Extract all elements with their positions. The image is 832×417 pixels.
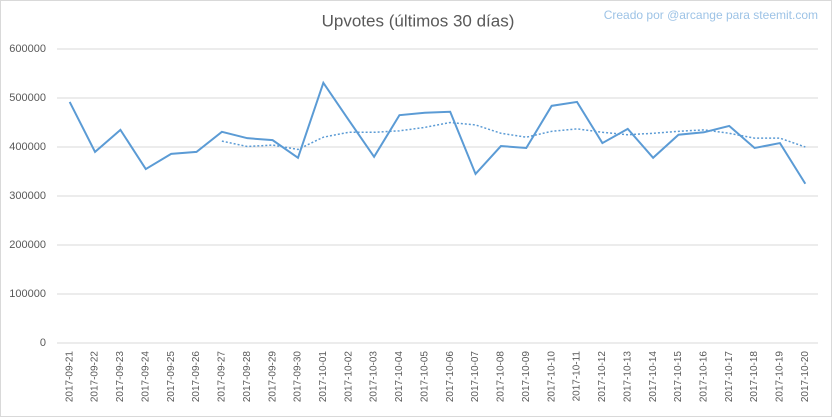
x-tick-label: 2017-10-07 <box>470 351 481 403</box>
trend-line <box>221 121 806 151</box>
x-tick-label: 2017-10-04 <box>394 351 405 403</box>
x-tick-label: 2017-10-05 <box>419 351 430 403</box>
x-tick-label: 2017-10-19 <box>775 351 786 403</box>
x-tick-label: 2017-10-17 <box>724 351 735 403</box>
credit: Creado por @arcange para steemit.com <box>604 8 818 22</box>
x-tick-label: 2017-10-12 <box>597 351 608 403</box>
y-tick-label: 100000 <box>9 288 46 300</box>
y-tick-label: 200000 <box>9 239 46 251</box>
x-tick-label: 2017-10-09 <box>521 351 532 403</box>
x-tick-label: 2017-09-29 <box>267 351 278 403</box>
x-tick-label: 2017-09-26 <box>191 351 202 403</box>
data-line <box>68 80 807 185</box>
x-tick-label: 2017-10-14 <box>648 351 659 403</box>
x-tick-label: 2017-10-02 <box>343 351 354 403</box>
x-tick-label: 2017-09-23 <box>115 351 126 403</box>
x-tick-label: 2017-09-30 <box>293 351 304 403</box>
x-tick-label: 2017-10-18 <box>749 351 760 403</box>
y-tick-label: 600000 <box>9 43 46 55</box>
x-tick-label: 2017-10-15 <box>673 351 684 403</box>
x-tick-label: 2017-10-11 <box>572 351 583 402</box>
y-tick-label: 500000 <box>9 92 46 104</box>
x-tick-label: 2017-10-10 <box>546 351 557 403</box>
x-tick-label: 2017-10-08 <box>496 351 507 403</box>
x-tick-label: 2017-09-25 <box>166 351 177 403</box>
x-tick-label: 2017-09-22 <box>90 351 101 403</box>
x-tick-label: 2017-10-20 <box>800 351 811 403</box>
x-tick-label: 2017-10-13 <box>622 351 633 403</box>
chart-title: Upvotes (últimos 30 días) <box>322 11 515 30</box>
x-tick-label: 2017-09-27 <box>217 351 228 403</box>
x-tick-label: 2017-09-28 <box>242 351 253 403</box>
x-tick-label: 2017-09-21 <box>64 351 75 403</box>
y-tick-label: 300000 <box>9 190 46 202</box>
y-tick-label: 0 <box>40 337 46 349</box>
x-tick-label: 2017-09-24 <box>140 351 151 403</box>
x-tick-label: 2017-10-06 <box>445 351 456 403</box>
y-tick-label: 400000 <box>9 141 46 153</box>
x-tick-label: 2017-10-01 <box>318 351 329 403</box>
x-tick-label: 2017-10-03 <box>369 351 380 403</box>
x-tick-label: 2017-10-16 <box>698 351 709 403</box>
